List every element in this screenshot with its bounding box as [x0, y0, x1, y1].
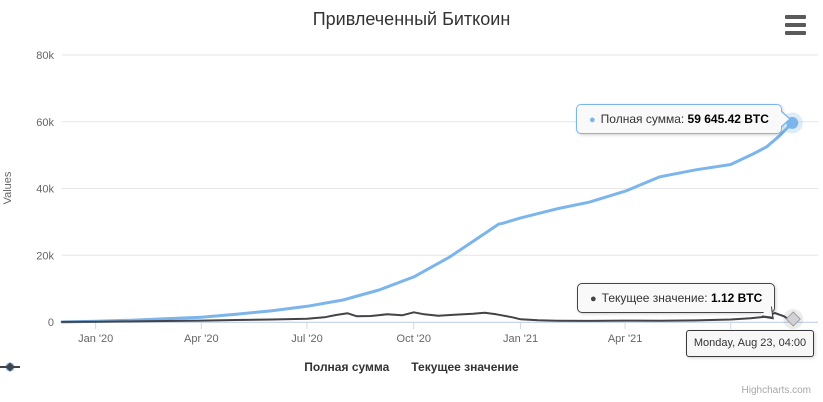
hamburger-menu-icon — [785, 23, 806, 27]
hamburger-menu-icon — [785, 31, 806, 35]
tooltip-date-label: Monday, Aug 23, 04:00 — [686, 330, 814, 357]
legend: Полная сумма Текущее значение — [0, 360, 823, 374]
tooltip-full-sum: ● Полная сумма: 59 645.42 BTC — [576, 104, 791, 134]
tooltip-value: 59 645.42 BTC — [687, 112, 769, 126]
legend-item-full-sum[interactable]: Полная сумма — [0, 360, 390, 374]
y-axis-label: 0 — [48, 317, 54, 329]
chart-title: Привлеченный Биткоин — [312, 9, 511, 29]
line-diamond-marker-icon — [0, 362, 20, 372]
x-axis-label: Apr '20 — [184, 333, 219, 345]
series-bullet-icon: ● — [589, 114, 596, 126]
legend-item-current-value[interactable]: Текущее значение — [0, 360, 519, 374]
context-menu-button[interactable] — [785, 14, 809, 36]
tooltip-series-label: Полная сумма — [600, 112, 681, 126]
x-axis-label: Oct '20 — [397, 333, 432, 345]
series-line-0 — [60, 121, 794, 324]
tooltip-series-label: Текущее значение — [601, 291, 705, 305]
x-axis-label: Jul '20 — [291, 333, 322, 345]
y-axis-label: 40k — [36, 184, 54, 196]
hamburger-menu-icon — [785, 15, 806, 19]
series-line-1 — [61, 311, 794, 323]
series-bullet-icon: ● — [590, 293, 597, 305]
x-axis-label: Jan '20 — [78, 333, 113, 345]
legend-label: Текущее значение — [411, 360, 519, 374]
hover-point-diamond — [785, 311, 801, 327]
legend-label: Полная сумма — [304, 360, 390, 374]
tooltip-current-value: ● Текущее значение: 1.12 BTC — [577, 283, 776, 313]
x-axis-label: Apr '21 — [608, 333, 643, 345]
highcharts-credit-link[interactable]: Highcharts.com — [741, 385, 811, 396]
x-axis-label: Jan '21 — [503, 333, 538, 345]
y-axis-label: 60k — [36, 117, 54, 129]
y-axis-label: 20k — [36, 250, 54, 262]
tooltip-value: 1.12 BTC — [710, 291, 763, 305]
y-axis-label: 80k — [36, 50, 54, 62]
